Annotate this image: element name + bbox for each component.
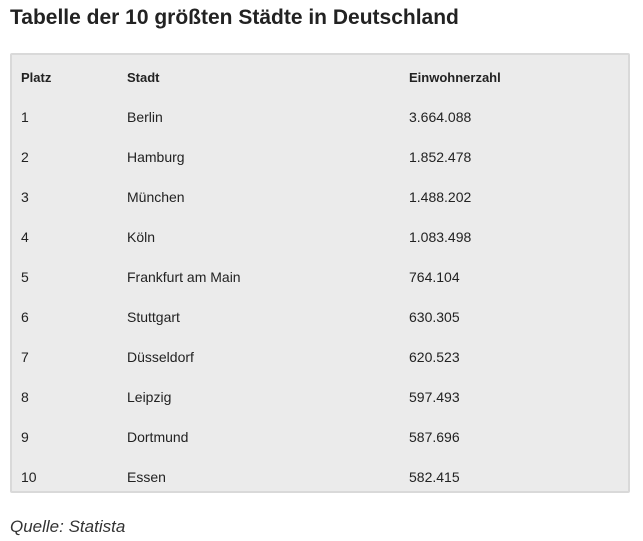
cell-city: Köln bbox=[127, 229, 156, 245]
cell-city: Dortmund bbox=[127, 429, 189, 445]
cell-rank: 9 bbox=[21, 429, 29, 445]
cell-city: Hamburg bbox=[127, 149, 185, 165]
table-row: 3 München 1.488.202 bbox=[12, 177, 628, 217]
table-body: 1 Berlin 3.664.088 2 Hamburg 1.852.478 3… bbox=[12, 97, 628, 497]
cell-population: 582.415 bbox=[409, 469, 460, 485]
cell-population: 764.104 bbox=[409, 269, 460, 285]
cell-city: Leipzig bbox=[127, 389, 172, 405]
table-row: 2 Hamburg 1.852.478 bbox=[12, 137, 628, 177]
table-row: 4 Köln 1.083.498 bbox=[12, 217, 628, 257]
cell-city: Essen bbox=[127, 469, 166, 485]
table-row: 7 Düsseldorf 620.523 bbox=[12, 337, 628, 377]
city-table: Platz Stadt Einwohnerzahl 1 Berlin 3.664… bbox=[12, 57, 628, 497]
table-row: 10 Essen 582.415 bbox=[12, 457, 628, 497]
source-note: Quelle: Statista bbox=[10, 517, 126, 536]
city-table-container: Platz Stadt Einwohnerzahl 1 Berlin 3.664… bbox=[10, 53, 630, 493]
header-rank: Platz bbox=[21, 69, 52, 85]
cell-rank: 8 bbox=[21, 389, 29, 405]
page-title: Tabelle der 10 größten Städte in Deutsch… bbox=[10, 6, 459, 29]
table-row: 5 Frankfurt am Main 764.104 bbox=[12, 257, 628, 297]
table-row: 9 Dortmund 587.696 bbox=[12, 417, 628, 457]
cell-population: 1.083.498 bbox=[409, 229, 472, 245]
cell-city: Düsseldorf bbox=[127, 349, 194, 365]
cell-population: 1.488.202 bbox=[409, 189, 472, 205]
cell-rank: 5 bbox=[21, 269, 29, 285]
cell-rank: 10 bbox=[21, 469, 37, 485]
cell-rank: 1 bbox=[21, 109, 29, 125]
header-city: Stadt bbox=[127, 69, 160, 85]
cell-city: Stuttgart bbox=[127, 309, 180, 325]
table-row: 1 Berlin 3.664.088 bbox=[12, 97, 628, 137]
table-row: 8 Leipzig 597.493 bbox=[12, 377, 628, 417]
cell-population: 620.523 bbox=[409, 349, 460, 365]
cell-population: 3.664.088 bbox=[409, 109, 472, 125]
cell-population: 1.852.478 bbox=[409, 149, 472, 165]
header-population: Einwohnerzahl bbox=[409, 69, 501, 85]
cell-population: 630.305 bbox=[409, 309, 460, 325]
cell-city: Frankfurt am Main bbox=[127, 269, 241, 285]
table-header: Platz Stadt Einwohnerzahl bbox=[12, 57, 628, 97]
cell-rank: 7 bbox=[21, 349, 29, 365]
cell-population: 587.696 bbox=[409, 429, 460, 445]
table-row: 6 Stuttgart 630.305 bbox=[12, 297, 628, 337]
table-header-row: Platz Stadt Einwohnerzahl bbox=[12, 57, 628, 97]
cell-rank: 2 bbox=[21, 149, 29, 165]
cell-rank: 3 bbox=[21, 189, 29, 205]
cell-population: 597.493 bbox=[409, 389, 460, 405]
cell-rank: 4 bbox=[21, 229, 29, 245]
cell-rank: 6 bbox=[21, 309, 29, 325]
cell-city: München bbox=[127, 189, 185, 205]
cell-city: Berlin bbox=[127, 109, 163, 125]
